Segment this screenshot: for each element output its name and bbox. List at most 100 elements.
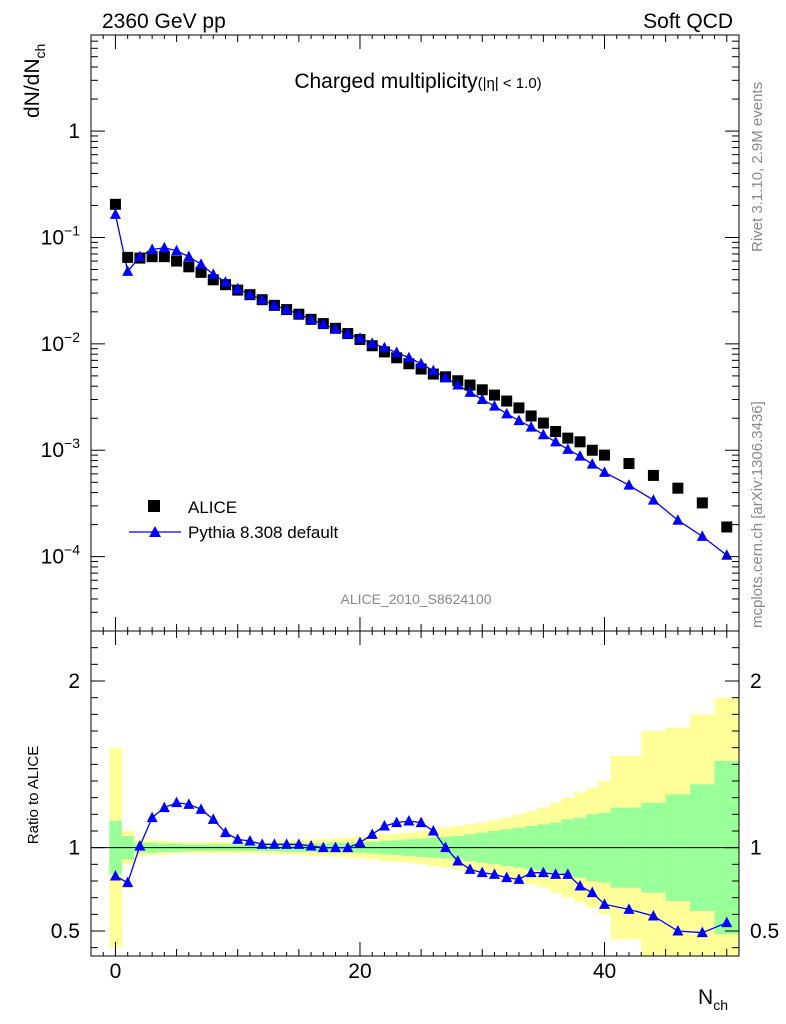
main-y-label-sub: ch xyxy=(32,44,48,59)
main-y-tick-labels: 110−110−210−310−4 xyxy=(41,120,81,569)
ratio-pythia-point xyxy=(109,870,121,881)
pythia-point xyxy=(281,303,293,315)
alice-point xyxy=(207,274,219,286)
main-y-label-text: dN/dN xyxy=(21,58,44,118)
pythia-line xyxy=(114,214,728,556)
mcplots-label: mcplots.cern.ch [arXiv:1306.3436] xyxy=(749,401,766,628)
pythia-point xyxy=(232,282,244,294)
ratio-pythia-point xyxy=(268,838,280,849)
ratio-pythia-point xyxy=(501,871,513,883)
ratio-pythia-point xyxy=(391,816,403,828)
alice-point xyxy=(586,444,598,456)
alice-point xyxy=(195,266,207,278)
pythia-point xyxy=(330,322,342,334)
pythia-point xyxy=(219,276,231,287)
main-plot-marks xyxy=(109,198,733,560)
pythia-point xyxy=(305,313,317,324)
pythia-point xyxy=(134,250,146,262)
ratio-pythia-point xyxy=(647,910,659,921)
pythia-point xyxy=(488,400,500,411)
ratio-pythia-point xyxy=(134,840,146,851)
ratio-pythia-point xyxy=(452,855,464,866)
main-title-text: Charged multiplicity xyxy=(294,70,478,93)
pythia-point xyxy=(647,494,659,505)
legend: ALICE Pythia 8.308 default xyxy=(129,498,339,542)
alice-point xyxy=(158,251,170,263)
ratio-pythia-point xyxy=(330,841,342,853)
ratio-pythia-point xyxy=(440,841,452,853)
pythia-point xyxy=(452,379,464,390)
alice-point xyxy=(574,436,586,448)
ratio-pythia-point xyxy=(366,828,378,839)
ratio-pythia-point xyxy=(415,816,427,828)
header-left: 2360 GeV pp xyxy=(102,10,226,33)
ratio-pythia-line xyxy=(115,801,728,934)
pythia-point xyxy=(574,450,586,461)
ratio-y-tick-label-left: 1 xyxy=(68,837,80,860)
alice-point xyxy=(183,261,195,273)
ratio-pythia-point xyxy=(537,866,549,878)
ratio-pythia-point xyxy=(427,825,439,836)
alice-point xyxy=(171,255,183,267)
pythia-point xyxy=(366,337,378,348)
alice-point xyxy=(513,402,525,414)
ratio-pythia-point xyxy=(219,826,231,838)
pythia-point xyxy=(354,332,366,343)
x-axis-label-text: N xyxy=(698,986,713,1009)
ratio-pythia-point xyxy=(305,840,317,851)
ratio-pythia-point xyxy=(158,801,170,813)
pythia-point xyxy=(171,244,183,256)
alice-point xyxy=(721,521,733,533)
legend-label-alice: ALICE xyxy=(188,498,237,517)
alice-point xyxy=(146,251,158,263)
ratio-pythia-point xyxy=(146,811,158,823)
main-y-tick-base: 10 xyxy=(41,546,64,569)
main-panel: 110−110−210−310−4 Charged multiplicity(|… xyxy=(21,34,740,632)
ratio-pythia-point xyxy=(696,926,708,938)
alice-point xyxy=(488,389,500,401)
pythia-point xyxy=(427,364,439,376)
ratio-pythia-point xyxy=(488,868,500,879)
pythia-point xyxy=(537,428,549,440)
ratio-y-tick-label-right: 1 xyxy=(750,837,762,860)
ratio-y-tick-label-right: 0.5 xyxy=(750,920,779,943)
alice-point xyxy=(525,410,537,422)
ratio-frame xyxy=(90,630,740,957)
pythia-point xyxy=(501,407,513,419)
main-y-tick-exponent: −1 xyxy=(64,222,80,238)
pythia-point xyxy=(244,288,256,300)
main-y-tick-label: 1 xyxy=(68,120,80,143)
ratio-pythia-point xyxy=(171,796,183,808)
ratio-pythia-point xyxy=(464,863,476,874)
x-tick-label: 20 xyxy=(348,960,371,983)
rivet-label: Rivet 3.1.10, 2.9M events xyxy=(749,82,766,252)
pythia-point xyxy=(256,293,268,305)
ratio-axis-ticks xyxy=(90,630,740,956)
pythia-point xyxy=(562,443,574,454)
ratio-pythia-point xyxy=(476,866,488,878)
pythia-point xyxy=(415,357,427,369)
alice-point xyxy=(647,469,659,481)
pythia-point xyxy=(183,250,195,262)
main-y-tick-exponent: −2 xyxy=(64,329,80,345)
x-tick-label: 40 xyxy=(593,960,616,983)
pythia-point xyxy=(391,346,403,357)
ratio-pythia-point xyxy=(623,903,635,914)
main-y-tick-exponent: −4 xyxy=(64,542,80,558)
main-title: Charged multiplicity(|η| < 1.0) xyxy=(294,70,541,93)
pythia-point xyxy=(586,458,598,469)
main-y-tick-base: 10 xyxy=(41,226,64,249)
ratio-pythia-point xyxy=(195,803,207,814)
x-axis-label-sub: ch xyxy=(713,997,728,1013)
analysis-label: ALICE_2010_S8624100 xyxy=(340,591,491,607)
alice-point xyxy=(122,251,134,263)
alice-point xyxy=(599,449,611,461)
pythia-point xyxy=(403,351,415,363)
alice-point xyxy=(464,379,476,391)
pythia-point xyxy=(721,549,733,560)
ratio-pythia-point xyxy=(562,868,574,879)
pythia-point xyxy=(207,268,219,279)
ratio-pythia-point xyxy=(525,866,537,878)
alice-point xyxy=(415,363,427,375)
